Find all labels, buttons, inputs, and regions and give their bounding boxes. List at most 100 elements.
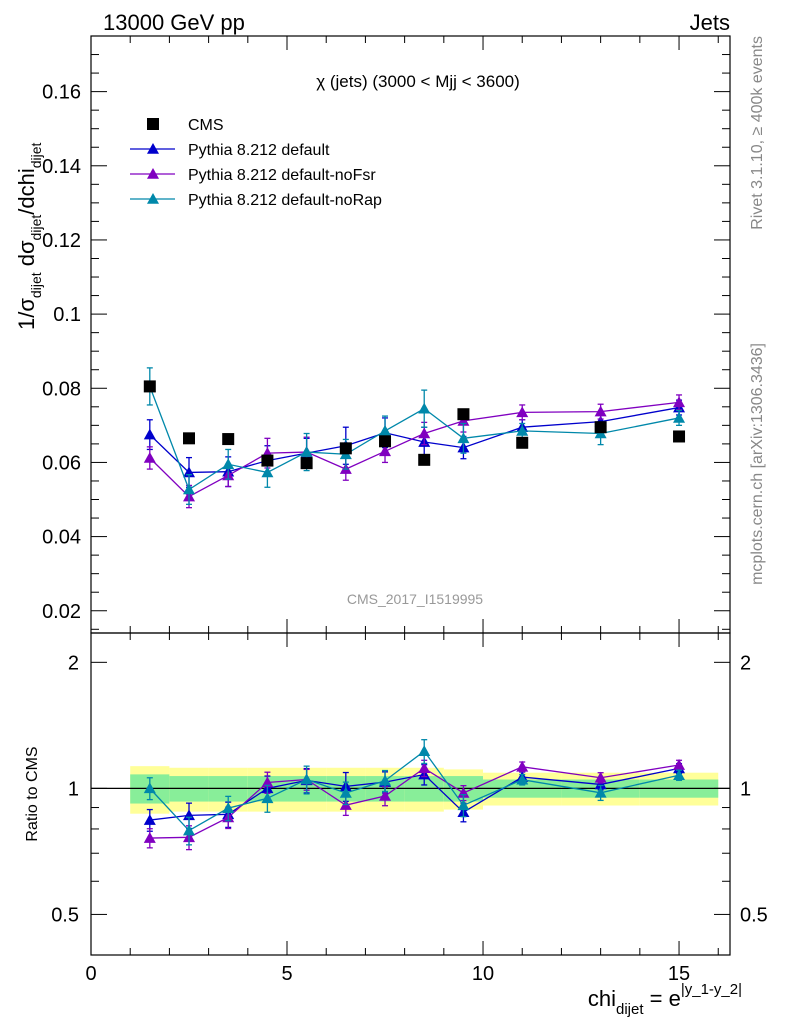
main-frame [90, 35, 731, 634]
series-0-point [516, 436, 529, 449]
series-3-line [149, 386, 680, 491]
x-tick-label: 10 [472, 963, 494, 985]
legend-marker [147, 193, 159, 204]
y-tick-label: 0.16 [42, 82, 81, 104]
series-0-point [183, 432, 196, 445]
series-3-point [516, 424, 529, 436]
series-3-ratio-point [143, 782, 156, 794]
legend-label: CMS [188, 117, 224, 134]
x-axis-label: chidijet = e|y_1-y_2| [588, 981, 742, 1018]
series-3-point [222, 458, 235, 470]
series-3-ratio-point [222, 802, 235, 813]
series-0-point [261, 454, 274, 467]
series-3-point [457, 432, 470, 444]
main-panel: 0.02 0.04 0.06 0.08 0.1 0.12 0.14 0.16 [42, 35, 731, 634]
series-3-point [261, 466, 274, 478]
y-tick-label: 0.14 [42, 156, 81, 178]
series-2-ratio-point [379, 789, 392, 801]
series-3-point [379, 424, 392, 436]
legend-label: Pythia 8.212 default-noFsr [188, 167, 376, 184]
series-1-ratio-point [143, 814, 156, 825]
series-3-point [183, 483, 196, 495]
series-3-point [300, 446, 313, 457]
series-2-point [379, 445, 392, 457]
legend: CMS Pythia 8.212 default Pythia 8.212 defa… [130, 117, 382, 209]
legend-label: Pythia 8.212 default-noRap [188, 192, 382, 209]
legend-marker [147, 168, 159, 179]
series-1-line [149, 406, 680, 474]
x-tick-label: 15 [668, 963, 690, 985]
ratio-y-tick-label-right: 2 [740, 652, 751, 674]
y-axis-label: 1/σdijet dσdijet/dchidijet [14, 142, 44, 330]
series-3-ratio-point [418, 745, 431, 756]
series-3-ratio-line [149, 750, 680, 832]
ratio-y-tick-label-left: 1 [68, 778, 79, 800]
x-label-base: chi [588, 986, 616, 1011]
y-tick-label: 0.12 [42, 230, 81, 252]
y-label-sub3: dijet [28, 142, 44, 168]
header-left: 13000 GeV pp [103, 10, 245, 35]
series-2-point [143, 451, 156, 463]
series-2-line [149, 401, 680, 498]
y-label-sub1: dijet [28, 272, 44, 298]
series-3-ratio-point [183, 824, 196, 836]
y-label-part3: /dchi [14, 168, 39, 214]
series-3-ratio-point [516, 773, 529, 785]
y-tick-label: 0.08 [42, 378, 81, 400]
series-2-point [673, 396, 686, 408]
series-3-point [673, 411, 686, 423]
series-0-point [222, 433, 235, 446]
header-right: Jets [690, 10, 730, 35]
series-3-ratio-point [594, 786, 607, 798]
series-3-ratio-point [379, 774, 392, 786]
ratio-y-tick-label-left: 0.5 [51, 904, 79, 926]
y-tick-label: 0.02 [42, 601, 81, 623]
series-0-point [673, 430, 686, 443]
y-label-part1: 1/σ [14, 298, 39, 330]
analysis-label: CMS_2017_I1519995 [347, 591, 483, 607]
series-3-ratio-point [339, 786, 352, 798]
x-tick-label: 5 [281, 963, 292, 985]
legend-marker-cms [147, 118, 159, 130]
series-0-point [379, 435, 392, 448]
series-3-ratio-point [673, 769, 686, 781]
series-2-ratio-point [143, 832, 156, 843]
series-0-point [143, 380, 156, 393]
y-tick-label: 0.06 [42, 452, 81, 474]
mcplots-label: mcplots.cern.ch [arXiv:1306.3436] [749, 343, 766, 585]
legend-label: Pythia 8.212 default [188, 142, 330, 159]
series-2-ratio-point [261, 776, 274, 788]
series-3-ratio-point [457, 799, 470, 811]
series-0-point [418, 453, 431, 466]
series-2-ratio-point [516, 760, 529, 772]
series-1-ratio-line [149, 767, 680, 821]
series-2-ratio-point [418, 762, 431, 774]
series-3-point [418, 402, 431, 414]
y-label-sub2: dijet [28, 215, 44, 241]
series-2-ratio-point [673, 759, 686, 770]
x-tick-label: 0 [85, 963, 96, 985]
x-label-sup: |y_1-y_2| [681, 981, 742, 998]
series-2-point [516, 406, 529, 418]
series-2-ratio-point [594, 771, 607, 783]
series-0-point [339, 442, 352, 455]
x-label-eq: = e [644, 986, 681, 1011]
ratio-y-tick-label-left: 2 [68, 652, 79, 674]
series-3-ratio-point [261, 792, 274, 804]
y-label-part2: dσ [14, 240, 39, 272]
ratio-frame [90, 632, 731, 956]
ratio-panel: 0 5 10 15 0.5 0.5 1 1 2 2 [51, 632, 768, 985]
ratio-y-axis-label: Ratio to CMS [24, 746, 41, 841]
legend-marker [147, 143, 159, 154]
ratio-y-tick-label-right: 0.5 [740, 904, 768, 926]
rivet-label: Rivet 3.1.10, ≥ 400k events [749, 36, 766, 230]
ratio-y-tick-label-right: 1 [740, 778, 751, 800]
series-1-point [143, 428, 156, 440]
series-2-point [594, 405, 607, 417]
series-2-ratio-line [149, 764, 680, 839]
series-1-ratio-point [594, 778, 607, 790]
series-0-point [300, 457, 313, 470]
series-0-point [594, 421, 607, 434]
